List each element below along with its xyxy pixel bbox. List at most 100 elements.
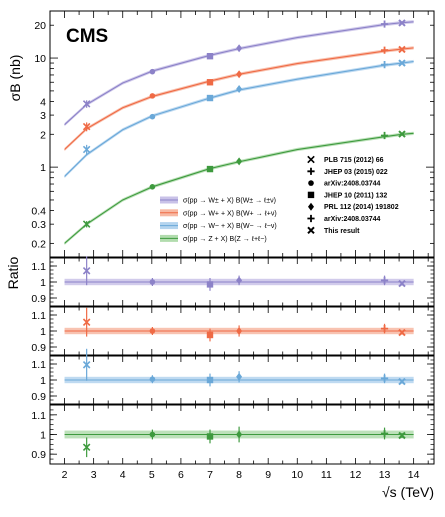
legend-marker [308, 202, 314, 211]
legend-marker [307, 214, 315, 223]
ratio-panel-0: 0.9 1 1.1 [31, 256, 435, 307]
ratio-data-point [236, 276, 243, 285]
legend-marker-label: PLB 715 (2012) 66 [324, 157, 384, 164]
main-data-point [206, 79, 214, 86]
ratio-data-point [149, 431, 156, 438]
legend-marker-label: This result [324, 228, 360, 235]
ratio-y-tick-label: 1 [40, 326, 46, 338]
ratio-y-tick-label: 1.1 [31, 410, 46, 422]
x-tick-label: 2 [62, 469, 68, 481]
band-legend: σ(pp → W± + X) B(W± → ℓ±ν) σ(pp → W+ + X)… [160, 196, 277, 243]
ratio-data-point [380, 429, 389, 438]
ratio-data-point [206, 281, 214, 288]
main-data-point [398, 130, 406, 138]
ratio-y-tick-label: 0.9 [31, 449, 46, 461]
ratio-data-point [398, 279, 406, 288]
ratio-data-point [380, 325, 389, 333]
main-data-point [82, 122, 91, 131]
main-y-tick-label: 0.2 [31, 238, 46, 250]
ratio-data-point [236, 327, 243, 335]
x-tick-label: 6 [178, 469, 184, 481]
main-data-point [149, 113, 156, 120]
main-data-point [398, 19, 406, 27]
legend-marker-label: JHEP 10 (2011) 132 [324, 192, 387, 199]
ratio-panel-3: 0.9 1 1.1 [31, 404, 435, 465]
cms-logo-text: CMS [66, 26, 108, 47]
ratio-data-point [380, 276, 389, 284]
main-panel: 0.2 0.30.4 1 2 3 4 10 20 PLB 715 (2012) 66 JHEP 0… [31, 10, 435, 258]
main-y-tick-label: 2 [40, 129, 46, 141]
marker-legend: PLB 715 (2012) 66 JHEP 03 (2015) 022 arXiv… [307, 155, 399, 235]
legend-marker [307, 167, 315, 175]
main-data-point [149, 184, 156, 190]
ratio-y-tick-label: 1.1 [31, 359, 46, 371]
ratio-data-point [206, 331, 214, 339]
ratio-data-point [206, 433, 214, 440]
ratio-data-point [398, 431, 406, 440]
x-tick-label: 12 [350, 469, 362, 481]
main-data-point [236, 70, 243, 79]
main-y-tick-label: 4 [40, 96, 46, 108]
ratio-y-tick-label: 0.9 [31, 391, 46, 403]
main-y-tick-label: 20 [34, 20, 46, 32]
ratio-data-point [236, 430, 243, 439]
theory-line-0 [64, 21, 414, 126]
ratio-data-point [398, 328, 406, 337]
theory-line-1 [64, 47, 414, 150]
legend-band-label: σ(pp → Z + X) B(Z → ℓ+ℓ−) [183, 236, 267, 243]
main-y-tick-label: 10 [34, 53, 46, 65]
ratio-y-tick-label: 0.9 [31, 342, 46, 354]
ratio-data-point [149, 376, 156, 383]
main-data-point [236, 157, 243, 166]
legend-marker-label: PRL 112 (2014) 191802 [324, 204, 399, 211]
legend-marker [308, 180, 314, 186]
ratio-data-point [380, 374, 389, 382]
x-tick-label: 10 [291, 469, 303, 481]
ratio-y-tick-label: 1.1 [31, 261, 46, 273]
main-data-point [380, 20, 389, 28]
main-data-point [82, 220, 91, 228]
ratio-y-tick-label: 0.9 [31, 293, 46, 305]
ratio-panel-2: 0.9 1 1.1 [31, 348, 435, 405]
x-axis: 2 3 4 5 6 7 8 9 10 11 12 13 14 [62, 469, 420, 481]
ratio-data-point [82, 267, 91, 275]
main-y-tick-label: 0.3 [31, 219, 46, 231]
x-tick-label: 11 [321, 469, 332, 481]
legend-marker-label: arXiv:2408.03744 [324, 216, 381, 223]
ratio-data-point [82, 318, 91, 326]
ratio-data-point [236, 372, 243, 381]
main-data-point [149, 68, 156, 75]
x-tick-label: 5 [149, 469, 155, 481]
main-data-point [206, 94, 214, 102]
ratio-data-point [149, 279, 156, 285]
main-data-point [380, 131, 389, 140]
theory-line-2 [64, 60, 414, 177]
main-data-point [206, 52, 214, 60]
theory-line-3 [64, 132, 414, 244]
main-data-point [236, 85, 243, 94]
main-y-axis-title: σB (nb) [7, 55, 23, 102]
main-data-point [398, 45, 406, 54]
legend-marker [307, 155, 315, 164]
main-data-point [206, 165, 214, 173]
ratio-data-point [82, 361, 91, 369]
x-axis-title: √s (TeV) [382, 484, 434, 500]
main-data-point [82, 145, 91, 154]
legend-marker [307, 191, 315, 199]
ratio-panel-1: 0.9 1 1.1 [31, 306, 435, 356]
main-data-point [82, 100, 91, 108]
main-y-ticks: 0.2 0.30.4 1 2 3 4 10 20 [31, 11, 434, 257]
main-data-point [380, 46, 389, 54]
legend-band-label: σ(pp → W+ + X) B(W+ → ℓ+ν) [183, 210, 277, 217]
ratio-data-point [206, 376, 214, 384]
ratio-y-tick-label: 1 [40, 277, 46, 289]
legend-marker [307, 226, 315, 235]
ratio-panels: 0.9 1 1.1 0.9 1 1.1 0.9 1 1.1 0.9 1 1.1 [31, 256, 435, 465]
main-y-tick-label: 3 [40, 110, 46, 122]
x-tick-label: 14 [408, 469, 420, 481]
legend-band-label: σ(pp → W− + X) B(W− → ℓ−ν) [183, 223, 277, 230]
main-data-point [149, 93, 156, 99]
ratio-data-point [398, 377, 406, 386]
ratio-y-tick-label: 1.1 [31, 310, 46, 322]
